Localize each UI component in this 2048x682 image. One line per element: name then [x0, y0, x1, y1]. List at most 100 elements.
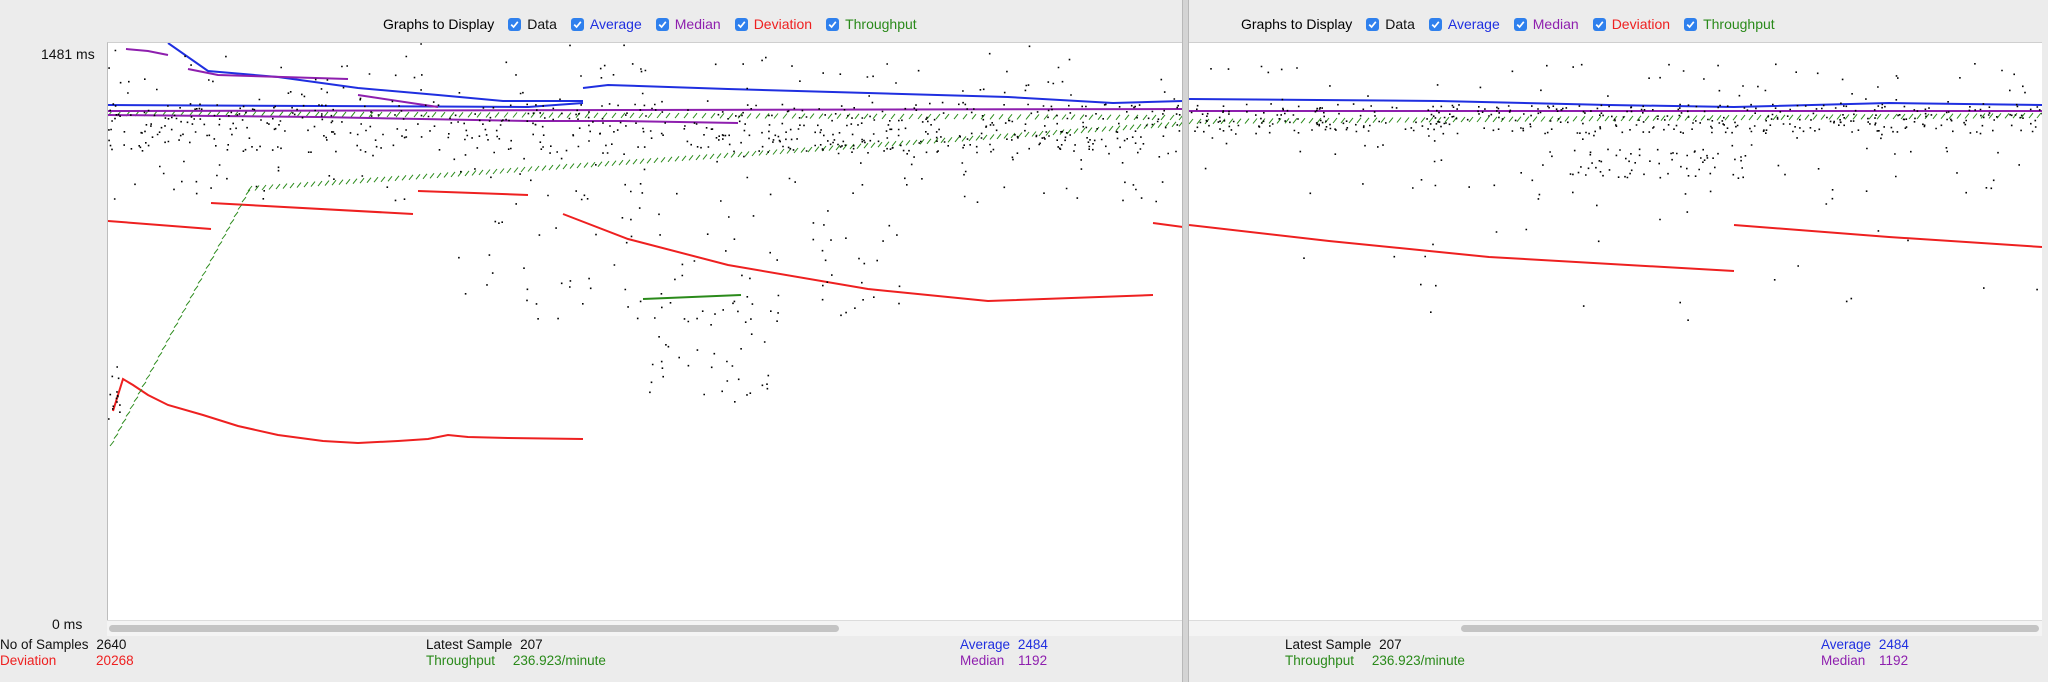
data-checkbox-label: Data [527, 16, 557, 32]
response-time-graph [1189, 42, 2042, 621]
horizontal-scrollbar[interactable] [1189, 620, 2042, 636]
deviation-line [1733, 224, 2042, 248]
latest-sample-value: 207 [1379, 637, 1402, 652]
scrollbar-thumb[interactable] [1461, 625, 2039, 632]
graph-results-panel-right: Graphs to Display Data Average Median De… [1189, 0, 2048, 682]
deviation-value: 20268 [96, 653, 134, 668]
data-checkbox-label: Data [1385, 16, 1415, 32]
median-value: 1192 [1018, 653, 1048, 668]
scrollbar-thumb[interactable] [109, 625, 839, 632]
average-stat: Average 2484 [960, 637, 1048, 652]
checkbox-checked-icon [734, 17, 748, 31]
checkbox-checked-icon [1366, 17, 1380, 31]
deviation-checkbox-label: Deviation [753, 16, 813, 32]
samples-label: No of Samples [0, 637, 89, 652]
median-label: Median [960, 653, 1005, 668]
data-checkbox[interactable]: Data [1366, 16, 1415, 32]
checkbox-checked-icon [1684, 17, 1698, 31]
median-label: Median [1821, 653, 1866, 668]
graphs-to-display-toolbar: Graphs to Display Data Average Median De… [383, 14, 917, 34]
average-checkbox[interactable]: Average [570, 16, 642, 32]
deviation-stat: Deviation 20268 [0, 653, 134, 668]
deviation-line [562, 213, 1154, 303]
average-label: Average [960, 637, 1011, 652]
deviation-checkbox[interactable]: Deviation [734, 16, 813, 32]
checkbox-checked-icon [1428, 17, 1442, 31]
average-value: 2484 [1017, 637, 1048, 652]
data-points [1190, 103, 2042, 135]
throughput-value: 236.923/minute [1371, 653, 1465, 668]
graphs-to-display-toolbar: Graphs to Display Data Average Median De… [1241, 14, 1775, 34]
median-checkbox-label: Median [1532, 16, 1579, 32]
throughput-line [109, 189, 251, 447]
average-checkbox-label: Average [1447, 16, 1500, 32]
deviation-line [112, 377, 584, 445]
graph-canvas [108, 43, 1183, 447]
graph-results-panel-left: Graphs to Display Data Average Median De… [0, 14, 1183, 668]
throughput-line [108, 110, 1183, 121]
average-checkbox-label: Average [589, 16, 642, 32]
throughput-checkbox-label: Throughput [845, 16, 917, 32]
average-line [1189, 98, 2042, 109]
median-value: 1192 [1879, 653, 1909, 668]
average-stat: Average 2484 [1821, 637, 1909, 652]
checkbox-checked-icon [826, 17, 840, 31]
average-label: Average [1821, 637, 1872, 652]
checkbox-checked-icon [1592, 17, 1606, 31]
throughput-stat: Throughput 236.923/minute [426, 653, 606, 668]
samples-stat: No of Samples 2640 [0, 637, 126, 652]
latest-sample-label: Latest Sample [1285, 637, 1372, 652]
median-line [108, 108, 1183, 112]
data-points [1303, 187, 2038, 321]
median-stat: Median 1192 [1821, 653, 1908, 668]
y-axis-max-label: 1481 ms [41, 46, 95, 62]
data-points [113, 63, 1183, 204]
data-checkbox[interactable]: Data [508, 16, 557, 32]
samples-value: 2640 [96, 637, 127, 652]
graphs-to-display-label: Graphs to Display [383, 16, 495, 32]
throughput-line [642, 294, 742, 300]
latest-sample-label: Latest Sample [426, 637, 513, 652]
deviation-label: Deviation [0, 653, 57, 668]
y-axis-min-label: 0 ms [52, 616, 83, 632]
horizontal-scrollbar[interactable] [107, 620, 1182, 636]
throughput-checkbox[interactable]: Throughput [1684, 16, 1775, 32]
data-points [458, 194, 901, 323]
throughput-value: 236.923/minute [512, 653, 606, 668]
checkbox-checked-icon [1513, 17, 1527, 31]
median-line [187, 68, 349, 80]
median-line [357, 94, 439, 108]
median-line [108, 114, 739, 124]
median-line [125, 48, 169, 56]
throughput-stat: Throughput 236.923/minute [1285, 653, 1465, 668]
median-checkbox-label: Median [674, 16, 721, 32]
data-points [649, 303, 770, 403]
throughput-label: Throughput [1285, 653, 1355, 668]
median-stat: Median 1192 [960, 653, 1047, 668]
checkbox-checked-icon [655, 17, 669, 31]
median-checkbox[interactable]: Median [1513, 16, 1579, 32]
average-line [108, 102, 584, 109]
data-points [1569, 148, 1747, 179]
median-checkbox[interactable]: Median [655, 16, 721, 32]
graph-canvas [1189, 63, 2042, 321]
throughput-checkbox[interactable]: Throughput [826, 16, 917, 32]
average-line [167, 43, 583, 102]
deviation-line [1152, 222, 1183, 228]
deviation-checkbox-label: Deviation [1611, 16, 1671, 32]
latest-sample-stat: Latest Sample 207 [1285, 637, 1402, 652]
throughput-label: Throughput [426, 653, 496, 668]
deviation-line [210, 202, 414, 215]
average-value: 2484 [1878, 637, 1909, 652]
deviation-checkbox[interactable]: Deviation [1592, 16, 1671, 32]
throughput-line [1189, 112, 2042, 125]
deviation-line [417, 190, 529, 196]
latest-sample-stat: Latest Sample 207 [426, 637, 543, 652]
throughput-line [247, 120, 1183, 192]
average-line [582, 83, 1183, 105]
deviation-line [1189, 224, 1735, 272]
split-pane-divider[interactable] [1182, 0, 1189, 682]
average-checkbox[interactable]: Average [1428, 16, 1500, 32]
graphs-to-display-label: Graphs to Display [1241, 16, 1353, 32]
response-time-graph [107, 42, 1183, 621]
